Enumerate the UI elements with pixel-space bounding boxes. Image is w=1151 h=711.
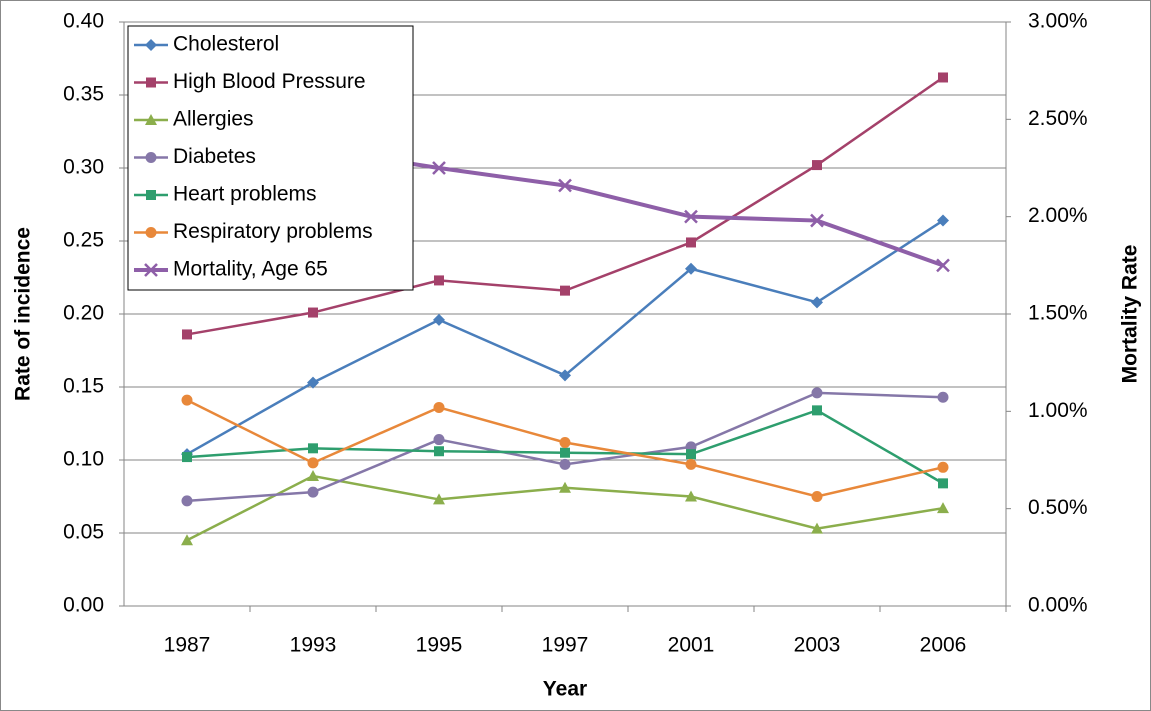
y-tick-label: 0.20 [63, 302, 104, 325]
y2-tick-label: 2.00% [1028, 204, 1088, 227]
data-point [307, 376, 319, 389]
data-point [812, 160, 822, 171]
data-point [684, 209, 698, 224]
data-point [433, 434, 445, 446]
data-point [559, 458, 571, 470]
y-tick-label: 0.15 [63, 375, 104, 398]
y-tick-label: 0.00 [63, 594, 104, 617]
data-point [181, 394, 193, 406]
legend-marker [145, 152, 157, 163]
legend-marker [146, 190, 156, 200]
y2-tick-label: 0.00% [1028, 594, 1088, 617]
data-point [810, 213, 824, 228]
data-point [685, 458, 697, 470]
y2-tick-label: 2.50% [1028, 107, 1088, 130]
data-point [811, 522, 823, 534]
data-point [434, 446, 444, 457]
x-tick-label: 2006 [920, 634, 967, 657]
legend-label: Respiratory problems [173, 220, 373, 243]
data-point [559, 369, 571, 382]
legend-marker [145, 227, 157, 238]
data-point [181, 534, 193, 546]
data-point [559, 436, 571, 448]
x-tick-label: 2003 [794, 634, 841, 657]
legend-marker [145, 39, 157, 51]
data-point [307, 486, 319, 498]
data-point [181, 495, 193, 507]
data-point [307, 457, 319, 469]
data-point [434, 275, 444, 286]
y-tick-label: 0.10 [63, 448, 104, 471]
y2-tick-label: 1.00% [1028, 399, 1088, 422]
data-point [686, 449, 696, 460]
y-tick-label: 0.05 [63, 521, 104, 544]
data-point [560, 447, 570, 458]
y-tick-label: 0.30 [63, 156, 104, 179]
legend-label: Diabetes [173, 145, 256, 168]
data-point [307, 470, 319, 482]
data-point [685, 490, 697, 502]
x-tick-label: 1987 [164, 634, 211, 657]
data-point [811, 491, 823, 502]
data-point [937, 502, 949, 514]
data-point [560, 285, 570, 296]
legend-label: Cholesterol [173, 33, 279, 56]
data-point [433, 313, 445, 326]
legend-marker [145, 114, 157, 125]
data-point [811, 387, 823, 399]
legend-marker [144, 263, 158, 277]
data-point [937, 391, 949, 403]
legend-label: Heart problems [173, 183, 317, 206]
y-tick-label: 0.25 [63, 229, 104, 252]
data-point [308, 443, 318, 454]
y-tick-label: 0.35 [63, 83, 104, 106]
y2-axis-title: Mortality Rate [1119, 245, 1142, 384]
data-point [812, 405, 822, 416]
legend-label: Mortality, Age 65 [173, 258, 328, 281]
data-point [558, 178, 572, 193]
legend-label: Allergies [173, 108, 254, 131]
data-point [432, 161, 446, 175]
x-tick-label: 1993 [290, 634, 337, 657]
y2-tick-label: 3.00% [1028, 10, 1088, 33]
data-point [936, 258, 950, 273]
x-tick-label: 1995 [416, 634, 463, 657]
data-point [182, 329, 192, 340]
y2-tick-label: 1.50% [1028, 302, 1088, 325]
data-point [938, 72, 948, 83]
legend-label: High Blood Pressure [173, 70, 366, 93]
y2-tick-label: 0.50% [1028, 496, 1088, 519]
legend-box [127, 25, 414, 291]
data-point [559, 481, 571, 493]
data-point [937, 214, 949, 227]
data-point [182, 452, 192, 463]
x-tick-label: 2001 [668, 634, 715, 657]
x-axis-title: Year [543, 678, 587, 701]
data-point [686, 237, 696, 248]
data-point [433, 493, 445, 505]
data-point [811, 296, 823, 309]
data-point [938, 478, 948, 489]
y-tick-label: 0.40 [63, 10, 104, 33]
legend-marker [146, 77, 156, 88]
x-tick-label: 1997 [542, 634, 589, 657]
data-point [685, 262, 697, 275]
data-point [937, 461, 949, 473]
data-point [308, 307, 318, 318]
y-axis-title: Rate of incidence [12, 227, 35, 401]
data-point [433, 401, 445, 413]
